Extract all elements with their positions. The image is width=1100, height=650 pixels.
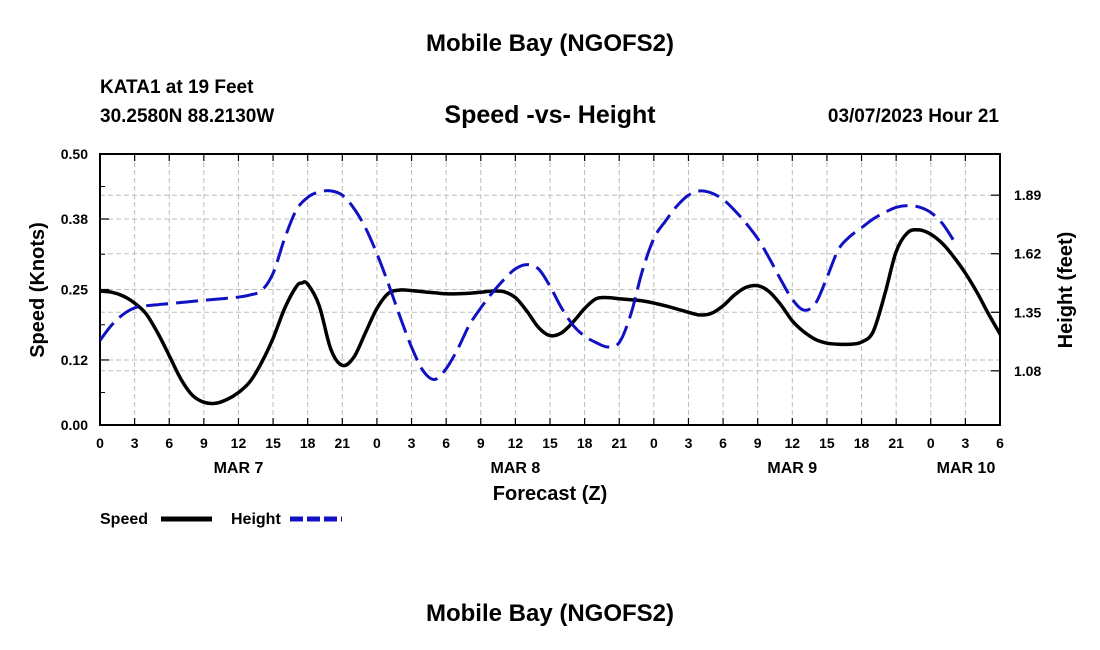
x-tick-label: 9 xyxy=(200,435,208,451)
x-tick-label: 3 xyxy=(961,435,969,451)
legend-speed-label: Speed xyxy=(100,511,148,528)
x-tick-label: 6 xyxy=(996,435,1004,451)
x-date-label: MAR 9 xyxy=(767,460,817,477)
y-left-tick-label: 0.50 xyxy=(61,146,88,162)
axis-ticks xyxy=(99,153,1001,426)
height-series-line xyxy=(100,189,956,381)
x-date-label: MAR 10 xyxy=(937,460,996,477)
x-tick-label: 15 xyxy=(542,435,558,451)
y-axis-left-title: Speed (Knots) xyxy=(27,222,49,358)
y-left-tick-label: 0.00 xyxy=(61,417,88,433)
footer-title: Mobile Bay (NGOFS2) xyxy=(425,600,675,627)
y-left-tick-label: 0.38 xyxy=(61,211,88,227)
y-left-tick-label: 0.25 xyxy=(61,282,88,298)
x-tick-label: 3 xyxy=(408,435,416,451)
x-tick-label: 18 xyxy=(300,435,316,451)
speed-series-line xyxy=(100,227,1000,406)
x-tick-label: 21 xyxy=(888,435,904,451)
grid xyxy=(100,154,1000,425)
x-tick-label: 6 xyxy=(442,435,450,451)
x-tick-label: 0 xyxy=(927,435,935,451)
x-tick-label: 12 xyxy=(508,435,524,451)
station-label: KATA1 at 19 Feet xyxy=(100,77,254,98)
y-right-tick-label: 1.35 xyxy=(1014,304,1041,320)
x-tick-label: 18 xyxy=(577,435,593,451)
x-tick-label: 3 xyxy=(131,435,139,451)
station-coords: 30.2580N 88.2130W xyxy=(100,106,275,127)
legend: Speed Height xyxy=(100,511,342,528)
x-date-label: MAR 7 xyxy=(214,460,264,477)
x-tick-label: 6 xyxy=(719,435,727,451)
y-right-tick-label: 1.08 xyxy=(1014,363,1041,379)
chart-title: Mobile Bay (NGOFS2) xyxy=(425,30,675,57)
x-tick-label: 0 xyxy=(650,435,658,451)
x-tick-label: 12 xyxy=(231,435,247,451)
tick-labels: 0 3 6 9 12 15 18 21 0 3 6 9 12 15 18 21 0 3 6 9 12 15 18 21 0 3 6M… xyxy=(61,146,1042,477)
forecast-datetime: 03/07/2023 Hour 21 xyxy=(827,106,999,127)
x-tick-label: 12 xyxy=(785,435,801,451)
y-axis-right-title: Height (feet) xyxy=(1055,232,1077,349)
x-tick-label: 15 xyxy=(819,435,835,451)
x-tick-label: 21 xyxy=(335,435,351,451)
y-right-tick-label: 1.89 xyxy=(1014,187,1041,203)
legend-height-label: Height xyxy=(231,511,281,528)
x-tick-label: 0 xyxy=(373,435,381,451)
y-right-tick-label: 1.62 xyxy=(1014,246,1041,262)
x-tick-label: 9 xyxy=(477,435,485,451)
x-tick-label: 3 xyxy=(685,435,693,451)
x-tick-label: 9 xyxy=(754,435,762,451)
x-date-label: MAR 8 xyxy=(490,460,540,477)
series-lines xyxy=(100,189,1000,406)
y-left-tick-label: 0.12 xyxy=(61,352,88,368)
x-tick-label: 15 xyxy=(265,435,281,451)
x-tick-label: 6 xyxy=(165,435,173,451)
chart-subtitle: Speed -vs- Height xyxy=(444,101,656,129)
x-tick-label: 21 xyxy=(611,435,627,451)
x-tick-label: 0 xyxy=(96,435,104,451)
x-tick-label: 18 xyxy=(854,435,870,451)
x-axis-title: Forecast (Z) xyxy=(493,483,607,505)
